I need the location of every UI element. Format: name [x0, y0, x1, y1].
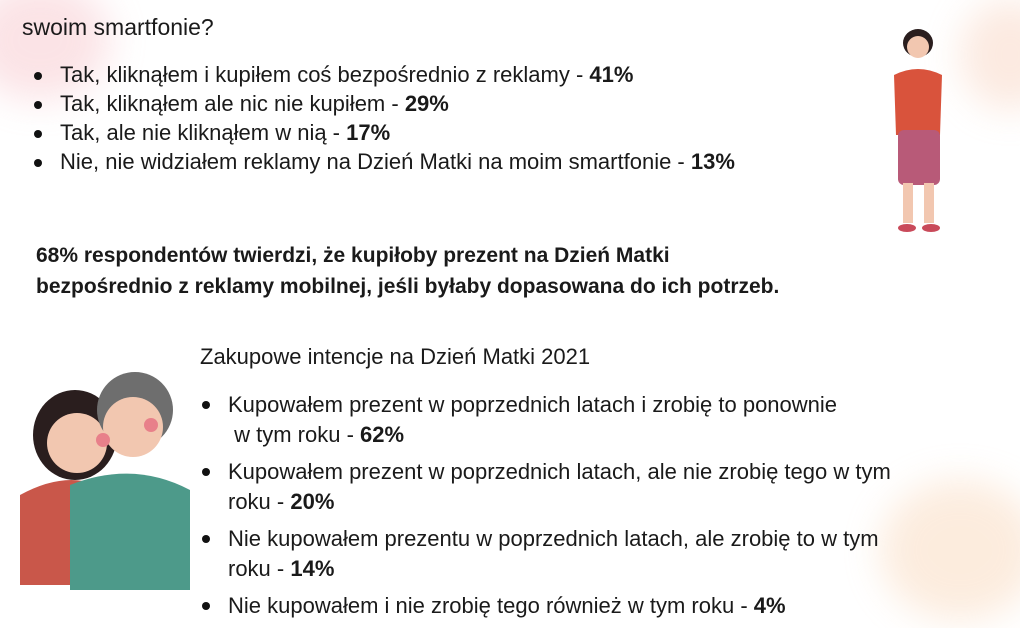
answer-text-cont: w tym roku -: [228, 422, 361, 447]
answer-text: Nie kupowałem prezentu w poprzednich lat…: [228, 526, 879, 551]
floral-decoration: [960, 0, 1020, 110]
floral-decoration: [880, 480, 1020, 620]
intent-answer: Nie kupowałem i nie zrobię tego również …: [198, 591, 891, 621]
answer-text: Tak, ale nie kliknąłem w nią -: [60, 120, 347, 145]
intent-answer: Kupowałem prezent w poprzednich latach, …: [198, 457, 891, 517]
question-text: swoim smartfonie?: [22, 14, 214, 40]
answer-text: Nie kupowałem i nie zrobię tego również …: [228, 593, 754, 618]
intent-answer: Nie kupowałem prezentu w poprzednich lat…: [198, 524, 891, 584]
answer-text: Tak, kliknąłem ale nic nie kupiłem -: [60, 91, 405, 116]
answer-text: Kupowałem prezent w poprzednich latach, …: [228, 459, 891, 484]
answer-text-cont: roku -: [228, 556, 291, 581]
answer-percent: 4%: [753, 593, 786, 618]
survey-answer: Tak, kliknąłem ale nic nie kupiłem - 29%: [30, 90, 735, 117]
survey-answers-list: Tak, kliknąłem i kupiłem coś bezpośredni…: [30, 61, 735, 177]
answer-text: Nie, nie widziałem reklamy na Dzień Matk…: [60, 149, 691, 174]
answer-text: Tak, kliknąłem i kupiłem coś bezpośredni…: [60, 62, 590, 87]
survey-answer: Nie, nie widziałem reklamy na Dzień Matk…: [30, 148, 735, 175]
survey-answer: Tak, kliknąłem i kupiłem coś bezpośredni…: [30, 61, 735, 88]
survey-answer: Tak, ale nie kliknąłem w nią - 17%: [30, 119, 735, 146]
section-title: Zakupowe intencje na Dzień Matki 2021: [200, 344, 591, 369]
couple-illustration: [20, 372, 190, 590]
answer-percent: 13%: [690, 149, 735, 174]
answer-percent: 14%: [290, 556, 335, 581]
answer-percent: 29%: [404, 91, 449, 116]
answer-percent: 62%: [360, 422, 405, 447]
highlight-line-2: bezpośrednio z reklamy mobilnej, jeśli b…: [36, 275, 780, 298]
intent-answer: Kupowałem prezent w poprzednich latach i…: [198, 390, 891, 450]
woman-illustration: [894, 29, 942, 232]
answer-text-cont: roku -: [228, 489, 291, 514]
highlight-line-1: 68% respondentów twierdzi, że kupiłoby p…: [36, 244, 670, 267]
answer-percent: 20%: [290, 489, 335, 514]
answer-text: Kupowałem prezent w poprzednich latach i…: [228, 392, 838, 417]
purchase-intent-list: Kupowałem prezent w poprzednich latach i…: [198, 390, 891, 628]
answer-percent: 17%: [346, 120, 391, 145]
answer-percent: 41%: [589, 62, 634, 87]
